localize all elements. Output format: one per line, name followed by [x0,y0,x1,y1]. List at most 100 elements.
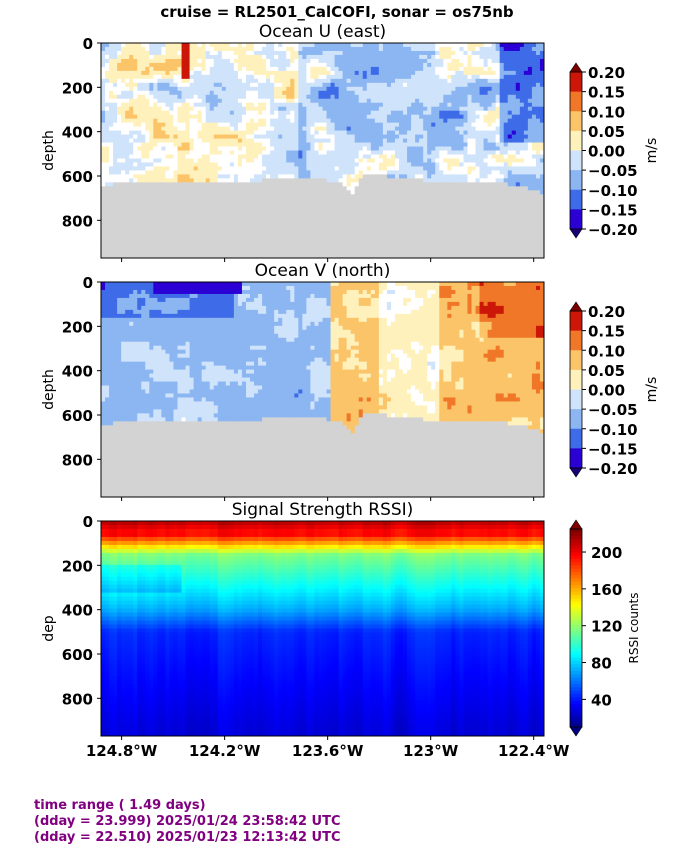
heatmap-cell [161,158,165,162]
heatmap-cell [451,206,455,210]
heatmap-cell [278,91,282,95]
heatmap-cell [290,99,294,103]
heatmap-cell [141,79,145,83]
heatmap-cell [238,238,242,242]
heatmap-cell [355,194,359,198]
heatmap-cell [447,170,451,174]
heatmap-cell [415,135,419,139]
heatmap-cell [343,190,347,194]
heatmap-cell [343,63,347,67]
heatmap-cell [194,131,198,135]
heatmap-cell [278,43,282,47]
heatmap-cell [343,214,347,218]
heatmap-cell [395,75,399,79]
heatmap-cell [447,111,451,115]
heatmap-cell [246,91,250,95]
heatmap-cell [270,79,274,83]
heatmap-cell [129,182,133,186]
heatmap-cell [407,158,411,162]
heatmap-cell [347,214,351,218]
heatmap-cell [182,230,186,234]
heatmap-cell [186,119,190,123]
heatmap-cell [234,226,238,230]
heatmap-cell [367,147,371,151]
heatmap-cell [367,135,371,139]
heatmap-cell [439,123,443,127]
heatmap-cell [202,107,206,111]
heatmap-cell [186,230,190,234]
heatmap-cell [310,99,314,103]
heatmap-cell [351,135,355,139]
heatmap-cell [214,59,218,63]
heatmap-cell [234,246,238,250]
heatmap-cell [186,47,190,51]
heatmap-cell [371,218,375,222]
heatmap-cell [367,127,371,131]
heatmap-cell [218,174,222,178]
heatmap-cell [190,178,194,182]
heatmap-cell [395,206,399,210]
heatmap-cell [343,222,347,226]
heatmap-cell [327,119,331,123]
heatmap-cell [423,242,427,246]
heatmap-cell [423,55,427,59]
heatmap-cell [198,250,202,254]
heatmap-cell [186,226,190,230]
heatmap-cell [190,147,194,151]
heatmap-cell [178,210,182,214]
heatmap-cell [206,250,210,254]
heatmap-cell [395,71,399,75]
heatmap-cell [359,55,363,59]
heatmap-cell [463,107,467,111]
heatmap-cell [101,147,105,151]
heatmap-cell [306,182,310,186]
heatmap-cell [419,47,423,51]
heatmap-cell [339,170,343,174]
heatmap-cell [238,135,242,139]
heatmap-cell [206,246,210,250]
heatmap-cell [101,151,105,155]
heatmap-cell [323,147,327,151]
heatmap-cell [246,107,250,111]
heatmap-cell [113,166,117,170]
heatmap-cell [290,79,294,83]
heatmap-cell [294,51,298,55]
heatmap-cell [327,206,331,210]
heatmap-cell [343,79,347,83]
heatmap-cell [157,119,161,123]
heatmap-cell [165,75,169,79]
heatmap-cell [407,67,411,71]
heatmap-cell [290,174,294,178]
heatmap-cell [274,71,278,75]
heatmap-cell [306,154,310,158]
heatmap-cell [182,174,186,178]
heatmap-cell [395,123,399,127]
heatmap-cell [186,127,190,131]
heatmap-cell [419,135,423,139]
heatmap-cell [467,123,471,127]
heatmap-cell [463,59,467,63]
heatmap-cell [234,123,238,127]
heatmap-cell [169,147,173,151]
heatmap-cell [403,246,407,250]
heatmap-cell [270,99,274,103]
heatmap-cell [459,154,463,158]
heatmap-cell [367,238,371,242]
heatmap-cell [234,95,238,99]
heatmap-cell [230,71,234,75]
heatmap-cell [153,242,157,246]
heatmap-cell [347,234,351,238]
heatmap-cell [262,242,266,246]
heatmap-cell [379,91,383,95]
heatmap-cell [165,43,169,47]
heatmap-cell [133,143,137,147]
heatmap-cell [367,226,371,230]
heatmap-cell [314,103,318,107]
heatmap-cell [194,158,198,162]
heatmap-cell [117,91,121,95]
heatmap-cell [230,135,234,139]
heatmap-cell [443,151,447,155]
heatmap-cell [395,158,399,162]
heatmap-cell [222,43,226,47]
heatmap-cell [214,139,218,143]
